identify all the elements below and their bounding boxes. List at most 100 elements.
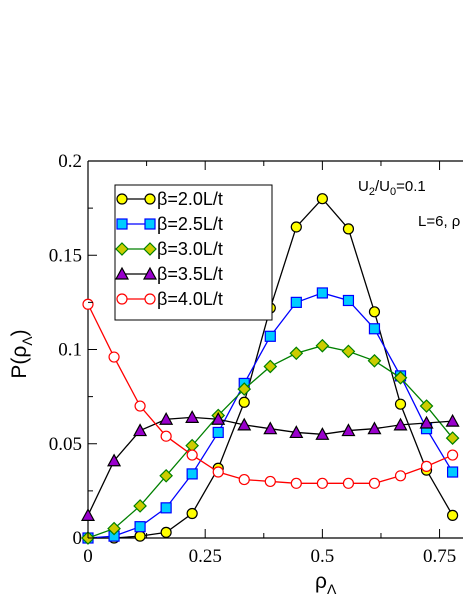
data-point <box>289 425 304 439</box>
data-point <box>186 449 198 461</box>
y-axis-title: P(ρΛ) <box>8 329 35 378</box>
data-point <box>446 466 459 478</box>
legend-marker <box>116 193 128 205</box>
data-point <box>290 296 302 308</box>
x-tick-label: 0.5 <box>311 546 335 567</box>
data-point <box>134 400 146 412</box>
legend-marker <box>144 293 156 305</box>
legend-marker <box>116 218 128 230</box>
data-point <box>316 477 328 489</box>
data-point <box>290 477 302 489</box>
data-point <box>394 470 407 482</box>
data-point <box>238 396 250 408</box>
data-point <box>446 509 459 521</box>
annotation-ratio: U2/U0=0.1 <box>358 178 426 198</box>
data-point <box>133 499 147 513</box>
data-point <box>108 351 120 363</box>
data-point <box>315 427 330 440</box>
series-4 <box>80 410 460 521</box>
y-tick-label: 0.05 <box>49 434 82 455</box>
data-point <box>237 382 252 396</box>
data-point <box>186 507 198 520</box>
data-point <box>212 426 224 439</box>
series-line <box>87 292 454 539</box>
x-tick-label: 0.25 <box>189 546 222 567</box>
plot-series <box>80 193 460 545</box>
legend-marker <box>143 242 157 256</box>
data-point <box>237 417 252 431</box>
legend-box <box>114 184 273 321</box>
data-point <box>393 370 408 385</box>
x-tick-label: 0 <box>83 546 93 567</box>
data-point <box>133 423 148 437</box>
data-point <box>446 449 459 461</box>
y-tick-label: 0.1 <box>58 340 82 361</box>
data-point <box>212 466 224 478</box>
data-point <box>159 411 174 425</box>
data-point <box>290 221 302 233</box>
data-point <box>341 423 356 437</box>
data-point <box>80 508 96 521</box>
data-point <box>263 421 278 435</box>
data-point <box>367 353 382 368</box>
data-point <box>134 530 146 542</box>
data-point <box>368 477 381 489</box>
legend-entry: β=2.5L/t <box>116 214 223 234</box>
data-point <box>420 460 433 472</box>
legend-marker <box>144 193 156 205</box>
data-point <box>368 323 381 335</box>
legend-label: β=2.0L/t <box>157 189 223 209</box>
legend-marker <box>142 266 158 280</box>
legend-entry: β=3.0L/t <box>115 239 223 259</box>
annotation-size: L=6, ρ <box>418 213 460 230</box>
data-point <box>263 359 278 374</box>
series-clip-group <box>80 193 460 545</box>
data-point <box>107 453 122 467</box>
data-point <box>316 193 328 205</box>
data-point <box>368 306 381 318</box>
series-5 <box>82 298 459 489</box>
x-tick-label: 0.75 <box>423 546 456 567</box>
data-point <box>264 475 276 488</box>
data-point <box>186 468 198 480</box>
data-point <box>342 294 355 307</box>
data-point <box>393 417 408 431</box>
data-point <box>238 473 250 486</box>
data-point <box>342 223 355 235</box>
y-tick-label: 0.15 <box>49 245 82 266</box>
legend: β=2.0L/t β=2.5L/t β=3.0L/t β=3.5L/t β=4.0L/t <box>114 184 273 321</box>
series-3 <box>81 338 460 545</box>
data-point <box>134 521 146 533</box>
data-point <box>445 431 460 445</box>
data-point <box>160 502 172 514</box>
data-point <box>107 521 121 536</box>
data-point <box>394 398 407 410</box>
tick-labels: 0 0.25 0.5 0.75 0 0.05 0.1 0.15 0.2 <box>49 151 456 567</box>
data-point <box>342 477 355 489</box>
y-tick-label: 0 <box>73 528 83 549</box>
data-point <box>211 411 226 425</box>
data-point <box>341 344 356 359</box>
data-point <box>419 415 434 429</box>
legend-marker <box>115 242 129 256</box>
legend-label: β=3.5L/t <box>157 264 223 284</box>
legend-entry: β=4.0L/t <box>116 289 223 309</box>
data-point <box>367 421 382 435</box>
data-point <box>315 338 330 353</box>
data-point <box>160 430 172 442</box>
data-point <box>185 410 200 423</box>
data-point <box>419 399 434 413</box>
legend-marker <box>144 218 156 230</box>
legend-label: β=3.0L/t <box>157 239 223 259</box>
legend-label: β=4.0L/t <box>157 289 223 309</box>
annotations: U2/U0=0.1 L=6, ρ <box>358 178 460 230</box>
data-point <box>445 413 460 427</box>
legend-marker <box>114 266 130 280</box>
legend-entry: β=2.0L/t <box>116 189 223 209</box>
data-point <box>159 468 173 483</box>
y-tick-label: 0.2 <box>58 151 82 172</box>
data-point <box>160 526 172 538</box>
data-point <box>316 287 328 299</box>
x-axis-title: ρΛ <box>315 570 337 597</box>
